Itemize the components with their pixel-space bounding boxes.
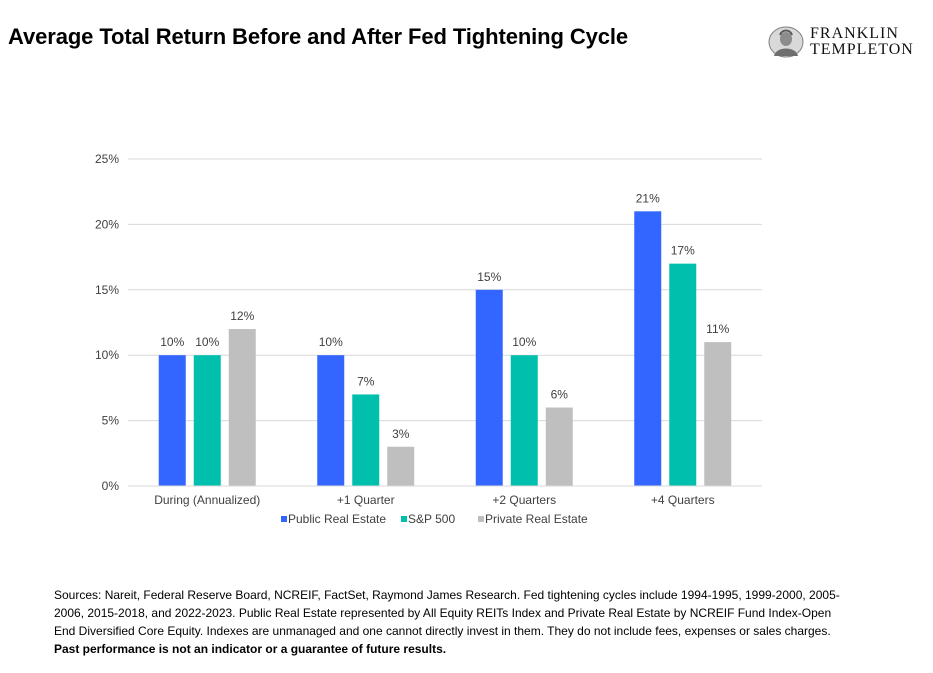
y-tick-label: 20% (95, 217, 119, 231)
legend-swatch (401, 516, 407, 522)
legend-swatch (281, 516, 287, 522)
bar (317, 355, 345, 486)
bar (704, 342, 732, 486)
data-label: 3% (392, 427, 410, 441)
data-label: 17% (671, 244, 695, 258)
data-label: 10% (512, 335, 536, 349)
bar (193, 355, 221, 486)
x-tick-label: +2 Quarters (492, 493, 556, 507)
bar (352, 394, 380, 486)
y-tick-label: 0% (102, 479, 120, 493)
data-label: 10% (195, 335, 219, 349)
bar (158, 355, 186, 486)
data-label: 15% (477, 270, 501, 284)
bar (387, 446, 415, 486)
footnote-sources: Sources: Nareit, Federal Reserve Board, … (54, 588, 840, 638)
x-tick-label: +1 Quarter (337, 493, 395, 507)
legend-label: Public Real Estate (288, 512, 386, 526)
franklin-portrait-icon (768, 26, 804, 58)
y-tick-label: 15% (95, 283, 119, 297)
data-label: 21% (636, 191, 660, 205)
data-label: 10% (160, 335, 184, 349)
x-tick-label: +4 Quarters (651, 493, 715, 507)
bar (545, 407, 573, 486)
franklin-templeton-logo: FRANKLIN TEMPLETON (768, 26, 918, 62)
bar (634, 211, 662, 486)
data-label: 6% (551, 388, 569, 402)
data-label: 12% (230, 309, 254, 323)
y-tick-label: 25% (95, 152, 119, 166)
footnote-disclaimer: Past performance is not an indicator or … (54, 642, 447, 656)
bar (669, 263, 697, 486)
data-label: 7% (357, 374, 375, 388)
y-tick-label: 10% (95, 348, 119, 362)
legend-label: S&P 500 (408, 512, 455, 526)
x-tick-label: During (Annualized) (154, 493, 260, 507)
bar (228, 329, 256, 486)
bar (475, 289, 503, 486)
legend-label: Private Real Estate (485, 512, 588, 526)
chart-title: Average Total Return Before and After Fe… (8, 24, 629, 49)
bar (510, 355, 538, 486)
data-label: 11% (706, 322, 729, 336)
logo-line-2: TEMPLETON (810, 41, 914, 58)
data-label: 10% (319, 335, 343, 349)
legend-swatch (478, 516, 484, 522)
logo-line-1: FRANKLIN (810, 25, 899, 42)
footnote: Sources: Nareit, Federal Reserve Board, … (54, 586, 854, 658)
bar-chart: 0% 5% 10% 15% 20% 25% 10% 10% 12% During (Annuali… (95, 152, 762, 526)
y-tick-label: 5% (102, 414, 120, 428)
